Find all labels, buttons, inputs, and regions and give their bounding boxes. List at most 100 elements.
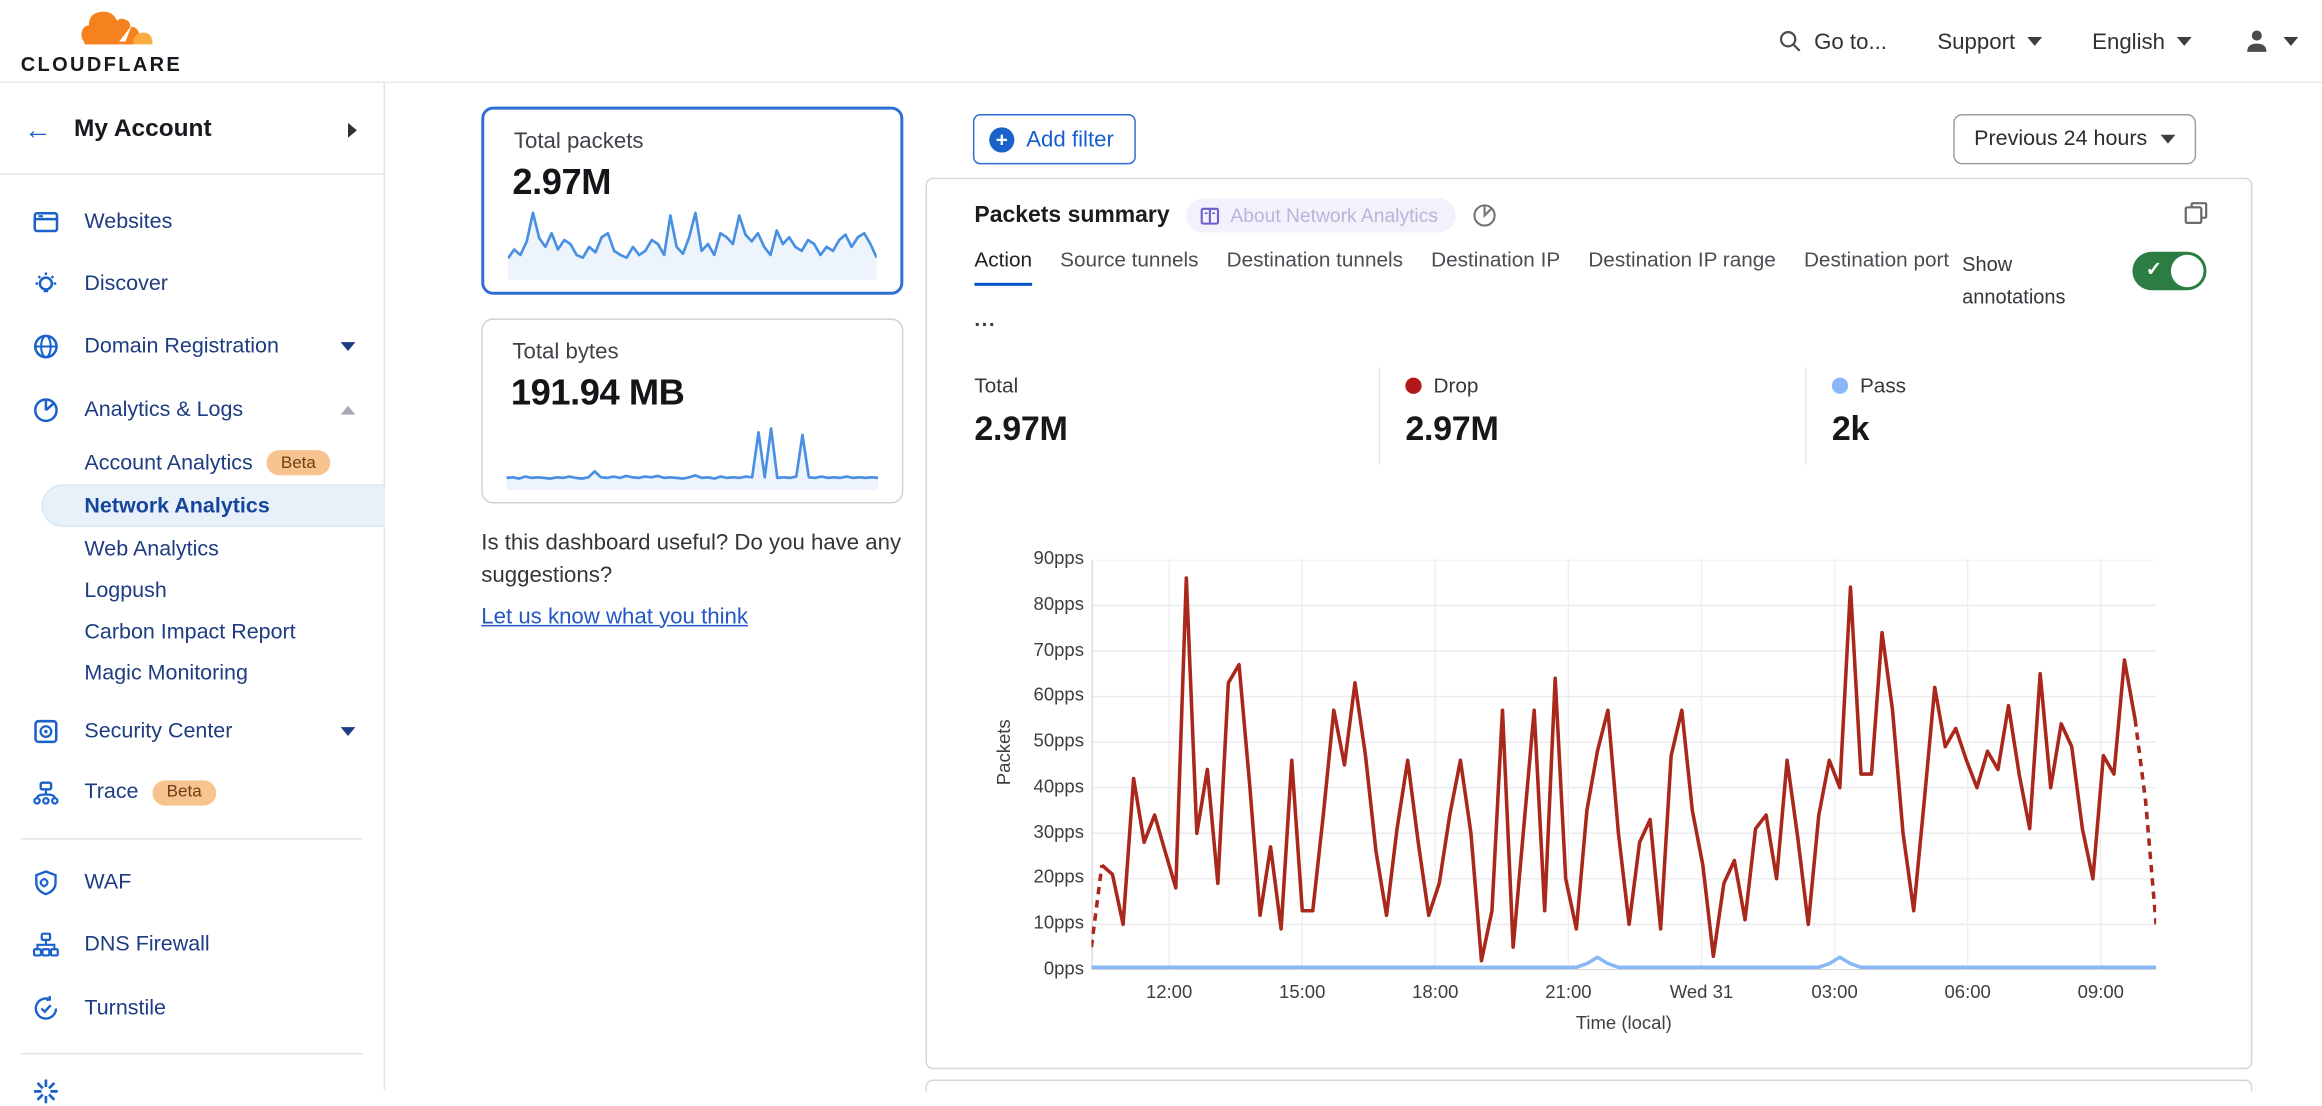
sidebar-subitem-label: Magic Monitoring <box>84 661 248 685</box>
sidebar-item-security-center[interactable]: Security Center <box>0 709 385 753</box>
add-filter-button[interactable]: + Add filter <box>972 114 1137 165</box>
sidebar-item-dns-firewall[interactable]: DNS Firewall <box>0 923 385 967</box>
search-icon <box>1779 31 1801 52</box>
tab-action[interactable]: Action <box>974 247 1033 286</box>
language-menu[interactable]: English <box>2092 29 2192 54</box>
chevron-down-icon <box>2283 37 2299 46</box>
total-bytes-sparkline <box>506 427 879 491</box>
dimension-tabs: Action Source tunnels Destination tunnel… <box>974 247 1951 342</box>
sidebar-item-label: Trace <box>84 780 139 805</box>
pass-legend-dot <box>1831 376 1849 394</box>
stat-total: Total 2.97M <box>974 367 1378 465</box>
sidebar-item-carbon-impact-report[interactable]: Carbon Impact Report <box>0 610 385 653</box>
tab-destination-ip-range[interactable]: Destination IP range <box>1588 247 1776 271</box>
topbar-nav: Go to... Support English <box>1779 0 2299 83</box>
about-network-analytics-badge[interactable]: About Network Analytics <box>1185 198 1456 233</box>
cloudflare-cloud-icon <box>81 11 153 45</box>
next-panel-top-edge <box>925 1079 2253 1092</box>
stat-value: 2k <box>1831 408 1870 448</box>
sidebar-item-websites[interactable]: Websites <box>0 200 385 244</box>
feedback-link[interactable]: Let us know what you think <box>481 603 748 629</box>
sidebar-divider <box>20 838 363 840</box>
metric-card-total-packets[interactable]: Total packets 2.97M <box>481 106 904 295</box>
cloudflare-logo[interactable]: CLOUDFLARE <box>19 4 182 78</box>
sidebar-item-logpush[interactable]: Logpush <box>0 569 385 612</box>
time-range-label: Previous 24 hours <box>1974 127 2148 152</box>
support-label: Support <box>1937 28 2016 55</box>
tab-destination-tunnels[interactable]: Destination tunnels <box>1226 247 1403 271</box>
back-arrow-icon[interactable]: ← <box>23 115 52 147</box>
browser-icon <box>33 211 59 233</box>
drop-legend-dot <box>1405 376 1422 394</box>
goto-label: Go to... <box>1814 28 1887 55</box>
sidebar-item-label: Security Center <box>84 719 233 744</box>
show-annotations-label: Show annotations <box>1962 253 2066 308</box>
sidebar-item-label: DNS Firewall <box>84 932 210 957</box>
stat-drop: Drop 2.97M <box>1378 367 1805 465</box>
chevron-down-icon <box>340 727 356 736</box>
globe-icon <box>33 334 58 359</box>
stat-label: Pass <box>1859 373 1907 397</box>
y-tick-label: 0pps <box>1043 958 1084 979</box>
support-menu[interactable]: Support <box>1937 28 2042 55</box>
sidebar-subitem-label: Web Analytics <box>84 536 219 561</box>
tab-destination-port[interactable]: Destination port <box>1803 247 1950 271</box>
chart-x-axis-title: Time (local) <box>1575 1012 1672 1034</box>
chevron-down-icon <box>2176 37 2192 46</box>
sitemap-icon <box>33 781 59 805</box>
tab-source-tunnels[interactable]: Source tunnels <box>1060 247 1199 271</box>
metric-value: 191.94 MB <box>510 373 685 414</box>
sidebar-item-account-analytics[interactable]: Account Analytics Beta <box>0 443 385 486</box>
sidebar-item-label: Domain Registration <box>84 334 279 359</box>
show-annotations-control: Show annotations ✓ <box>1962 249 2207 313</box>
account-menu[interactable] <box>2242 27 2299 57</box>
x-tick-label: 21:00 <box>1545 981 1592 1003</box>
y-tick-label: 10pps <box>1033 912 1084 934</box>
sidebar-item-discover[interactable]: Discover <box>0 262 385 306</box>
packets-chart <box>1089 559 2158 971</box>
cloudflare-wordmark: CLOUDFLARE <box>20 53 183 76</box>
chevron-up-icon <box>340 405 356 415</box>
sidebar-item-web-analytics[interactable]: Web Analytics <box>0 527 385 570</box>
x-tick-label: 03:00 <box>1811 981 1858 1003</box>
beta-badge: Beta <box>151 780 217 806</box>
feedback-text-line1: Is this dashboard useful? Do you have an… <box>481 530 902 556</box>
duplicate-icon[interactable] <box>2183 200 2210 227</box>
book-icon <box>1200 207 1219 224</box>
chart-x-ticks: 12:00 15:00 18:00 21:00 Wed 31 03:00 06:00 09:0… <box>1091 982 2156 1006</box>
sidebar-item-analytics-logs[interactable]: Analytics & Logs <box>0 388 385 432</box>
sidebar-item-network-analytics[interactable]: Network Analytics <box>0 484 386 528</box>
sidebar-item-turnstile[interactable]: Turnstile <box>0 986 385 1030</box>
annotations-toggle[interactable]: ✓ <box>2132 251 2207 291</box>
y-tick-label: 60pps <box>1033 684 1084 706</box>
stat-value: 2.97M <box>1405 408 1499 448</box>
y-tick-label: 30pps <box>1033 821 1084 843</box>
shield-gear-icon <box>35 870 57 896</box>
metric-title: Total packets <box>513 128 644 155</box>
tab-destination-ip[interactable]: Destination IP <box>1431 247 1561 271</box>
check-icon: ✓ <box>2145 257 2162 280</box>
x-tick-label: Wed 31 <box>1669 981 1734 1003</box>
metric-card-total-bytes[interactable]: Total bytes 191.94 MB <box>481 318 904 504</box>
sidebar-account-switcher[interactable]: ← My Account <box>0 83 384 175</box>
sidebar-item-waf[interactable]: WAF <box>0 860 385 904</box>
more-tabs-button[interactable]: ... <box>974 306 997 331</box>
y-tick-label: 40pps <box>1033 775 1084 797</box>
pie-chart-icon[interactable] <box>1472 203 1497 228</box>
goto-search[interactable]: Go to... <box>1779 29 1887 54</box>
feedback-text-line2: suggestions? <box>481 562 613 588</box>
stat-pass: Pass 2k <box>1805 367 2203 465</box>
sidebar-subitem-label: Carbon Impact Report <box>84 619 296 644</box>
sidebar-item-trace[interactable]: Trace Beta <box>0 772 385 816</box>
time-range-dropdown[interactable]: Previous 24 hours <box>1953 114 2197 165</box>
sidebar-divider <box>20 1052 363 1055</box>
x-tick-label: 15:00 <box>1279 981 1326 1003</box>
chevron-down-icon <box>340 342 356 351</box>
chevron-down-icon <box>2026 37 2042 46</box>
account-name: My Account <box>74 115 212 143</box>
y-tick-label: 50pps <box>1033 730 1084 751</box>
sidebar-subitem-label: Account Analytics <box>84 451 253 475</box>
sidebar-item-domain-registration[interactable]: Domain Registration <box>0 324 385 368</box>
sidebar-item-magic-monitoring[interactable]: Magic Monitoring <box>0 652 385 695</box>
chart-y-ticks: 90pps 80pps 70pps 60pps 50pps 40pps 30pps 20pps… <box>980 548 1084 979</box>
